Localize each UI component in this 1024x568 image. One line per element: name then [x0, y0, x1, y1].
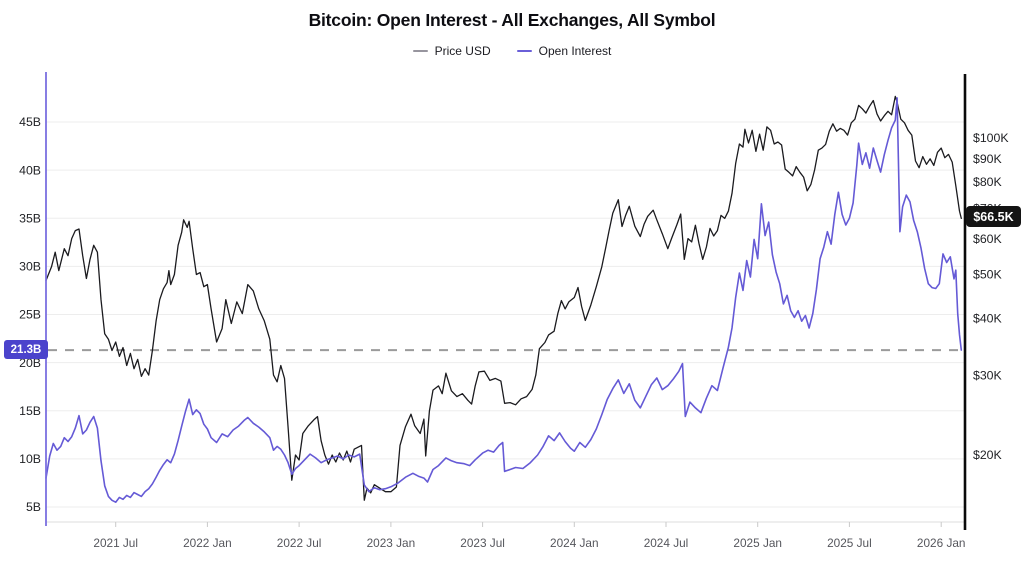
x-tick-label: 2023 Jul — [460, 536, 505, 550]
x-tick-label: 2021 Jul — [93, 536, 138, 550]
legend-label-open-interest: Open Interest — [538, 44, 612, 58]
right-axis-tick-label: $50K — [973, 268, 1003, 282]
right-axis-tick-label: $40K — [973, 312, 1003, 326]
x-axis-ticks: 2021 Jul 2022 Jan 2022 Jul 2023 Jan 2023 Jul… — [93, 522, 965, 550]
legend-item-price[interactable]: Price USD — [412, 44, 491, 58]
x-tick-label: 2025 Jul — [827, 536, 872, 550]
right-axis-tick-label: $80K — [973, 175, 1003, 189]
chart-title: Bitcoin: Open Interest - All Exchanges, … — [308, 10, 716, 30]
right-axis-tick-label: $100K — [973, 131, 1009, 145]
x-tick-label: 2022 Jul — [277, 536, 322, 550]
left-axis-tick-label: 10B — [19, 452, 41, 466]
legend-label-price: Price USD — [434, 44, 491, 58]
price-current-value-badge: $66.5K — [966, 206, 1021, 227]
x-tick-label: 2022 Jan — [183, 536, 232, 550]
x-tick-label: 2023 Jan — [367, 536, 416, 550]
right-axis-tick-label: $20K — [973, 448, 1003, 462]
left-axis-tick-label: 35B — [19, 211, 41, 225]
left-axis-tick-label: 45B — [19, 115, 41, 129]
x-tick-label: 2024 Jan — [550, 536, 599, 550]
x-tick-label: 2025 Jan — [733, 536, 782, 550]
price-series-dash-icon — [412, 50, 428, 52]
left-axis-tick-label: 15B — [19, 404, 41, 418]
right-axis-tick-label: $90K — [973, 152, 1003, 166]
left-axis-labels: 45B 40B 35B 30B 25B 20B 15B 10B 5B — [19, 115, 41, 514]
gridlines — [46, 121, 965, 508]
price-series-line — [45, 95, 962, 501]
open-interest-current-value-badge: 21.3B — [4, 340, 48, 359]
x-tick-label: 2026 Jan — [917, 536, 966, 550]
x-tick-label: 2024 Jul — [644, 536, 689, 550]
left-axis-tick-label: 5B — [26, 500, 41, 514]
left-axis-tick-label: 30B — [19, 260, 41, 274]
left-axis-tick-label: 25B — [19, 308, 41, 322]
right-axis-tick-label: $60K — [973, 232, 1003, 246]
open-interest-series-line — [45, 97, 963, 504]
left-axis-tick-label: 40B — [19, 163, 41, 177]
legend-item-open-interest[interactable]: Open Interest — [516, 44, 612, 58]
right-axis-labels: $100K$90K$80K$70K$60K$50K$40K$30K$20K — [973, 131, 1009, 462]
left-axis-tick-label: 20B — [19, 356, 41, 370]
right-axis-tick-label: $30K — [973, 368, 1003, 382]
open-interest-series-dash-icon — [516, 50, 532, 52]
chart-legend: Price USD Open Interest — [0, 44, 1024, 58]
